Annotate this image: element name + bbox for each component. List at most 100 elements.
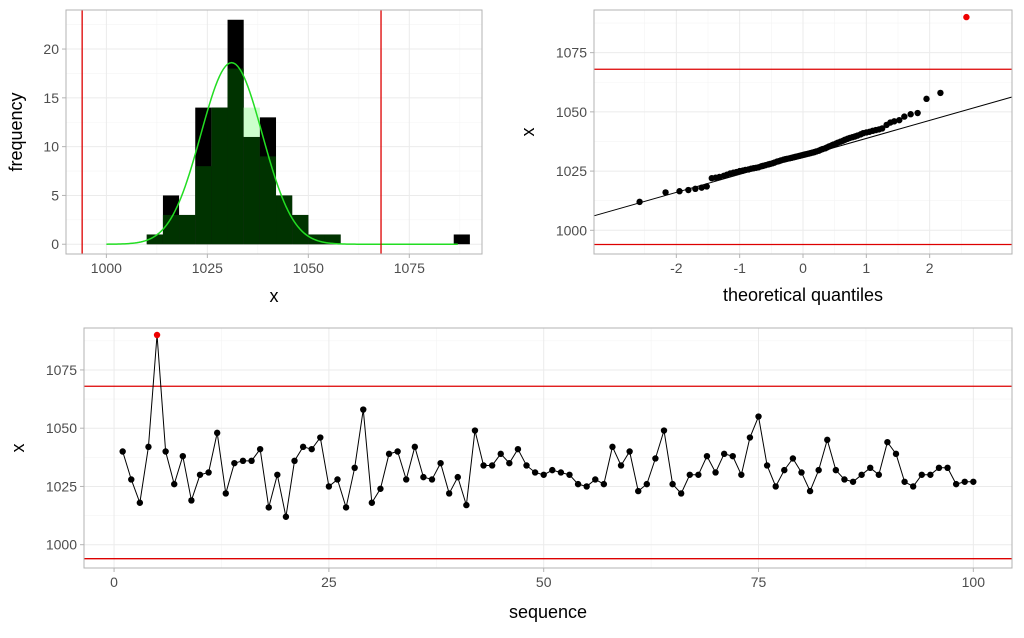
qq-plot-panel: -2 -1 0 1 2 1000 1025 1050 1075 theoretical quant… xyxy=(518,9,1013,305)
sequence-point xyxy=(660,427,668,434)
sequence-point xyxy=(351,464,358,472)
sequence-point xyxy=(488,462,496,469)
sequence-point xyxy=(738,471,745,478)
sequence-plot-panel: 0 25 50 75 100 1000 1025 1050 1075 sequence x xyxy=(8,327,1013,622)
sequence-point xyxy=(609,443,616,451)
sequence-point xyxy=(789,455,797,462)
sequence-point xyxy=(368,499,376,506)
sequence-outlier-point xyxy=(153,331,161,339)
histogram-overlay-bar xyxy=(195,166,212,245)
qq-point xyxy=(698,184,705,191)
sequence-point xyxy=(437,459,444,467)
sequence-point xyxy=(403,476,410,483)
x-axis-title: x xyxy=(270,286,279,306)
sequence-point xyxy=(961,478,968,485)
sequence-point xyxy=(695,471,702,478)
sequence-point xyxy=(909,483,917,490)
y-axis-title: frequency xyxy=(6,92,26,171)
sequence-point xyxy=(832,466,840,474)
panel-border xyxy=(593,9,1013,255)
sequence-point xyxy=(248,457,255,465)
sequence-point xyxy=(231,459,238,467)
x-tick-label: 100 xyxy=(962,574,986,590)
sequence-point xyxy=(763,462,771,469)
sequence-point xyxy=(291,457,298,465)
qq-point xyxy=(896,116,903,124)
sequence-point xyxy=(592,476,599,483)
histogram-overlay-bar xyxy=(308,234,325,245)
y-tick-label: 1050 xyxy=(556,104,587,120)
sequence-point xyxy=(162,448,169,455)
sequence-point xyxy=(454,473,461,481)
y-axis-title: x xyxy=(8,444,28,453)
sequence-point xyxy=(867,464,874,472)
x-tick-label: -1 xyxy=(733,260,746,276)
x-tick-label: 0 xyxy=(110,574,118,590)
sequence-point xyxy=(935,464,943,472)
x-axis-title: sequence xyxy=(509,602,587,622)
sequence-point xyxy=(944,464,951,472)
sequence-point xyxy=(308,445,315,453)
histogram-overlay-bar xyxy=(259,156,277,245)
qq-point xyxy=(923,95,930,103)
histogram-overlay-bar xyxy=(146,234,163,245)
sequence-point xyxy=(506,459,513,467)
histogram-panel: 1000 1025 1050 1075 0 5 10 15 20 x frequency xyxy=(6,9,483,306)
sequence-point xyxy=(480,462,487,469)
y-tick-label: 5 xyxy=(51,187,59,203)
x-tick-label: 75 xyxy=(751,574,767,590)
sequence-point xyxy=(394,448,401,455)
y-tick-label: 10 xyxy=(43,139,59,155)
sequence-point xyxy=(179,452,187,460)
sequence-point xyxy=(703,452,711,460)
sequence-point xyxy=(772,483,779,490)
sequence-point xyxy=(282,513,290,520)
y-tick-label: 1025 xyxy=(46,478,77,494)
sequence-point xyxy=(171,480,178,488)
sequence-point xyxy=(892,450,900,458)
sequence-point xyxy=(781,466,788,474)
sequence-point xyxy=(652,455,659,462)
qq-point xyxy=(901,113,908,120)
sequence-point xyxy=(574,480,582,488)
sequence-point xyxy=(918,471,925,478)
sequence-point xyxy=(445,490,453,497)
sequence-point xyxy=(471,427,479,434)
sequence-point xyxy=(617,462,625,469)
sequence-point xyxy=(875,471,883,478)
qq-point xyxy=(937,89,944,97)
sequence-point xyxy=(635,487,642,495)
sequence-point xyxy=(557,469,565,476)
histogram-overlay-bar xyxy=(324,234,341,245)
sequence-point xyxy=(497,450,504,458)
sequence-point xyxy=(549,466,556,474)
sequence-point xyxy=(970,478,977,485)
sequence-point xyxy=(119,448,126,455)
sequence-point xyxy=(420,473,427,481)
qq-point xyxy=(891,118,898,125)
sequence-point xyxy=(746,434,754,441)
qq-point xyxy=(907,111,914,118)
y-axis-title: x xyxy=(518,128,538,137)
qq-point xyxy=(914,109,921,117)
sequence-point xyxy=(824,436,831,444)
sequence-point xyxy=(334,476,341,483)
sequence-point xyxy=(463,501,470,509)
x-tick-label: 1 xyxy=(862,260,870,276)
sequence-point xyxy=(188,497,195,504)
sequence-point xyxy=(626,448,633,455)
sequence-point xyxy=(952,480,960,488)
sequence-point xyxy=(884,438,891,446)
sequence-point xyxy=(686,471,693,478)
x-axis-title: theoretical quantiles xyxy=(723,285,883,305)
sequence-point xyxy=(600,480,608,488)
qq-point xyxy=(878,125,886,132)
sequence-point xyxy=(205,469,212,476)
histogram-overlay-bar xyxy=(162,214,180,245)
qq-outlier-point xyxy=(963,13,970,21)
sequence-point xyxy=(411,443,419,451)
sequence-point xyxy=(798,469,805,476)
histogram-overlay-bar xyxy=(179,214,196,245)
sequence-point xyxy=(841,476,848,483)
